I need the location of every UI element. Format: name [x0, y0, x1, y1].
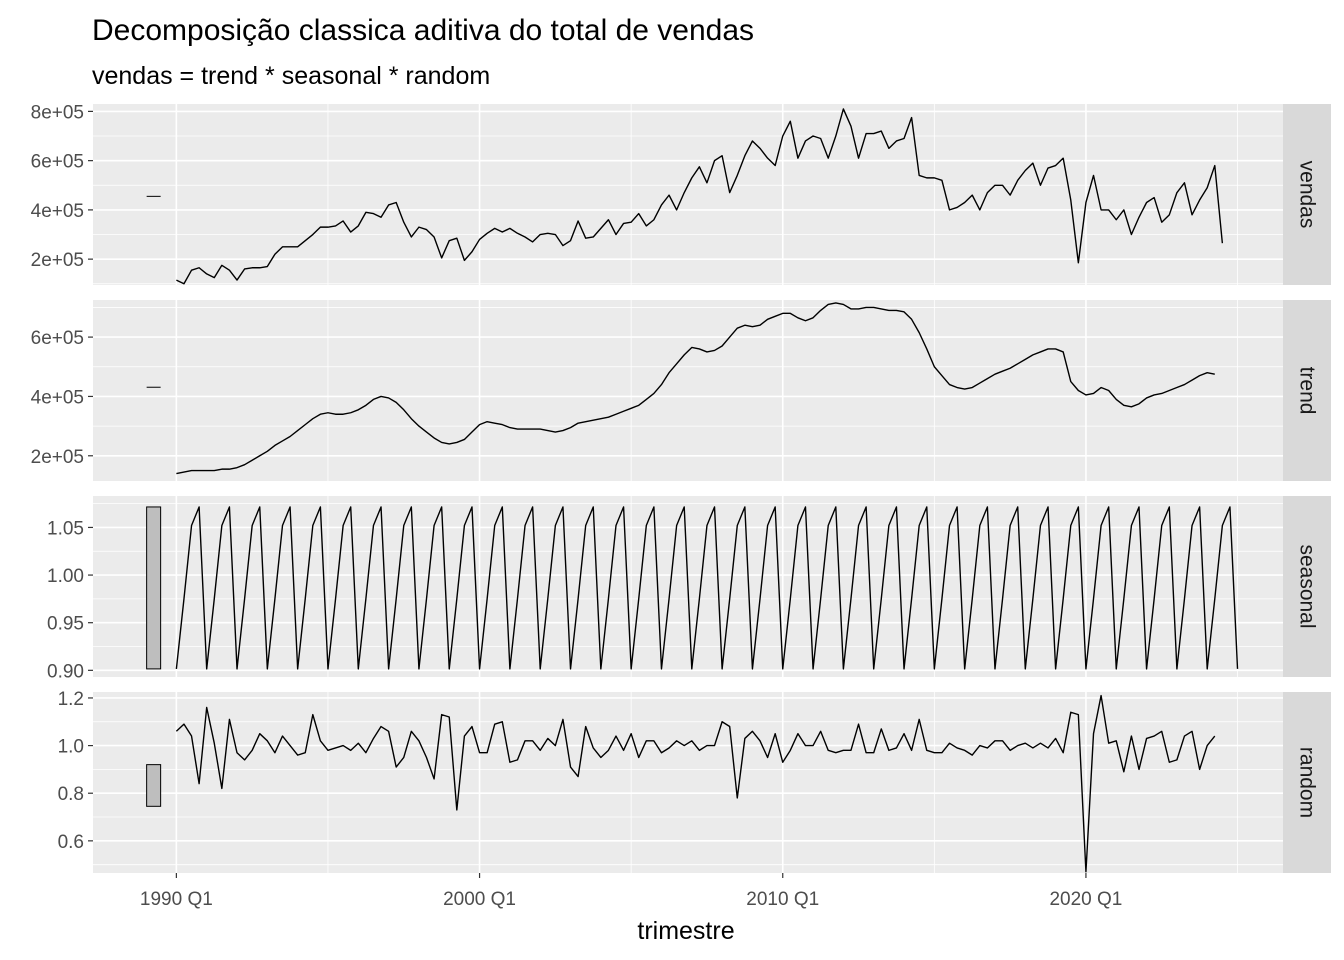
panel-vendas: 2e+05 4e+05 6e+05 8e+05 vendas — [31, 102, 1331, 285]
chart-subtitle: vendas = trend * seasonal * random — [92, 62, 490, 90]
y-tick-label: 1.0 — [58, 737, 84, 758]
chart-title: Decomposição classica aditiva do total d… — [92, 14, 754, 47]
y-tick-label: 0.95 — [47, 614, 84, 635]
y-tick-label: 0.6 — [58, 832, 84, 853]
series-line-random — [175, 694, 1216, 873]
panel-trend: 2e+05 4e+05 6e+05 trend — [31, 300, 1331, 481]
y-tick-label: 2e+05 — [31, 447, 84, 468]
y-tick-label: 2e+05 — [31, 250, 84, 271]
x-tick-label: 2000 Q1 — [443, 889, 516, 910]
facet-strip — [1283, 692, 1331, 873]
y-tick-label: 8e+05 — [31, 102, 84, 123]
y-tick-label: 4e+05 — [31, 201, 84, 222]
series-line-trend — [176, 302, 1215, 475]
panel-background — [93, 300, 1283, 481]
x-tick-label: 2010 Q1 — [746, 889, 819, 910]
panel-seasonal: 0.90 0.95 1.00 1.05 seasonal — [47, 496, 1331, 682]
panel-random: 0.6 0.8 1.0 1.2 random — [58, 689, 1331, 873]
strip-label-trend: trend — [1296, 367, 1319, 415]
y-tick-label: 1.00 — [47, 566, 84, 587]
x-tick-label: 1990 Q1 — [140, 889, 213, 910]
y-tick-label: 0.8 — [58, 784, 84, 805]
y-tick-label: 6e+05 — [31, 328, 84, 349]
series-line-seasonal — [175, 506, 1239, 670]
strip-label-seasonal: seasonal — [1296, 544, 1319, 628]
y-tick-label: 1.2 — [58, 689, 84, 710]
y-tick-label: 4e+05 — [31, 387, 84, 408]
y-tick-label: 0.90 — [47, 661, 84, 682]
x-axis: 1990 Q1 2000 Q1 2010 Q1 2020 Q1 — [140, 873, 1122, 910]
series-line-vendas — [176, 108, 1224, 285]
facet-panels: 2e+05 4e+05 6e+05 8e+05 vendas 2e+05 4e+05 6e+0… — [31, 102, 1331, 873]
facet-strip — [1283, 496, 1331, 677]
facet-strip — [1283, 300, 1331, 481]
panel-background — [93, 104, 1283, 285]
range-bar — [146, 506, 162, 670]
y-tick-label: 6e+05 — [31, 152, 84, 173]
strip-label-vendas: vendas — [1296, 161, 1319, 229]
x-axis-title: trimestre — [637, 917, 734, 945]
x-tick-label: 2020 Q1 — [1049, 889, 1122, 910]
range-bar — [146, 764, 162, 807]
strip-label-random: random — [1296, 747, 1319, 818]
facet-strip — [1283, 104, 1331, 285]
y-tick-label: 1.05 — [47, 518, 84, 539]
